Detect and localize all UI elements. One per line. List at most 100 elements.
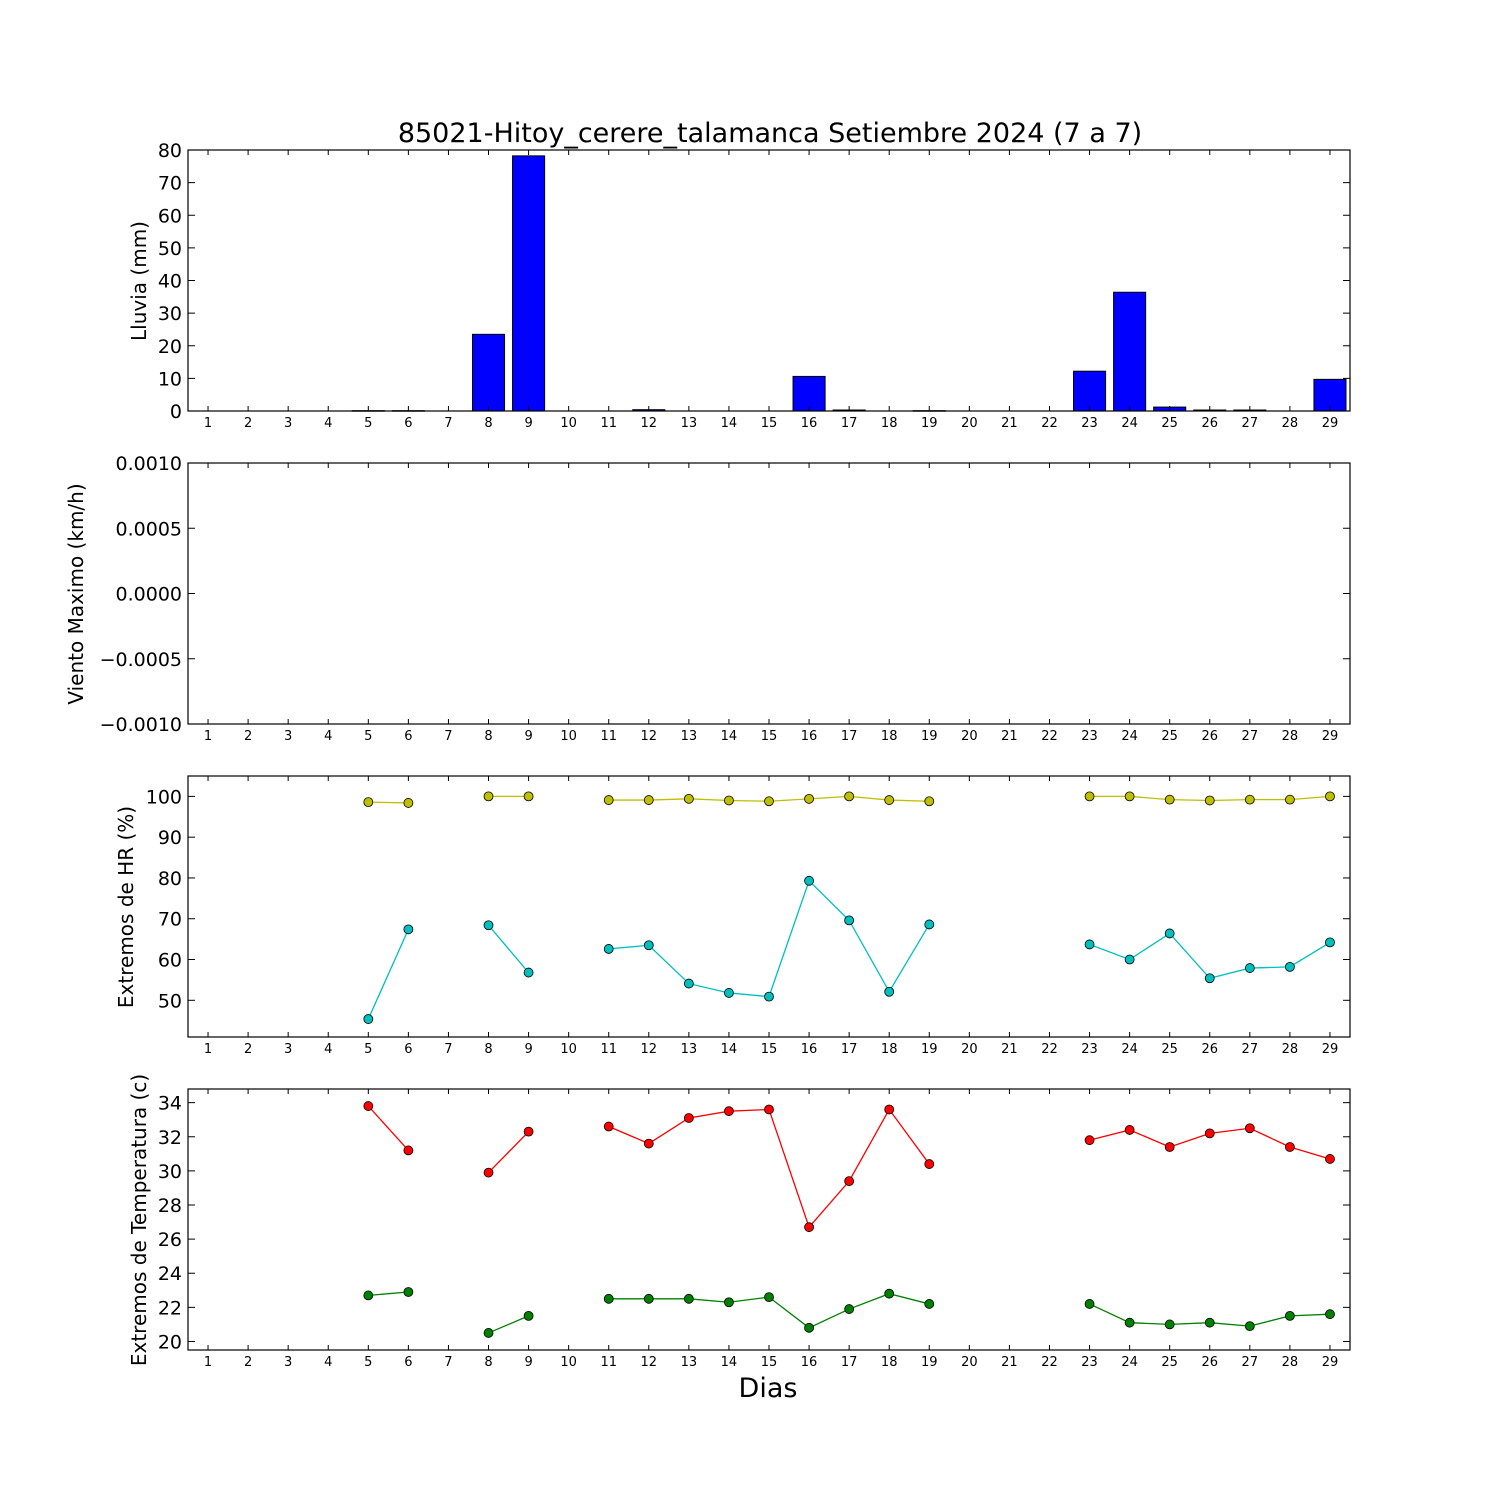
y-tick-label: 10 [158, 368, 182, 390]
y-tick-label: 60 [158, 205, 182, 227]
series-1-point-day-9 [523, 1310, 534, 1321]
rain-bar-day-16 [792, 375, 826, 412]
x-tick-label-9: 9 [524, 729, 532, 744]
series-1-point-day-15 [764, 1292, 774, 1303]
rain-bar-day-24 [1113, 291, 1147, 412]
x-tick-label-23: 23 [1081, 1355, 1098, 1370]
series-1-point-day-16 [804, 875, 814, 886]
series-1-point-day-5 [363, 1290, 374, 1301]
x-tick-label-21: 21 [1001, 729, 1018, 744]
x-tick-label-7: 7 [444, 1042, 452, 1057]
x-tick-label-3: 3 [284, 416, 292, 431]
chart-title: 85021-Hitoy_cerere_talamanca Setiembre 2… [398, 118, 1142, 149]
series-1-point-day-28 [1284, 1310, 1295, 1321]
series-0-line-segment-0 [367, 1105, 409, 1151]
x-tick-label-5: 5 [364, 416, 372, 431]
x-tick-label-29: 29 [1322, 729, 1339, 744]
y-tick-label: 50 [158, 990, 182, 1012]
series-1-point-day-23 [1084, 939, 1095, 950]
series-0-point-day-19 [924, 796, 935, 807]
series-0-point-day-15 [764, 1104, 774, 1115]
series-0-point-day-14 [724, 795, 734, 806]
x-tick-label-8: 8 [484, 1042, 492, 1057]
x-tick-label-1: 1 [204, 416, 212, 431]
series-1-point-day-12 [643, 1293, 654, 1304]
x-tick-label-18: 18 [881, 1355, 898, 1370]
series-0-point-day-25 [1164, 794, 1175, 805]
y-tick-label: 28 [158, 1195, 182, 1217]
series-1-point-day-29 [1325, 1309, 1335, 1320]
x-tick-label-22: 22 [1041, 1355, 1058, 1370]
series-0-point-day-26 [1204, 795, 1215, 806]
series-0-line-segment-0 [368, 801, 409, 804]
series-1-point-day-5 [363, 1014, 374, 1024]
series-1-point-day-14 [724, 1297, 734, 1308]
x-tick-label-5: 5 [364, 1042, 372, 1057]
x-tick-label-5: 5 [364, 729, 372, 744]
x-tick-label-12: 12 [641, 729, 658, 744]
ylabel-temperature: Extremos de Temperatura (c) [127, 1074, 151, 1366]
x-tick-label-24: 24 [1121, 1355, 1138, 1370]
series-1-point-day-28 [1284, 961, 1295, 972]
series-1-point-day-12 [643, 940, 654, 951]
series-1-point-day-6 [403, 1287, 414, 1297]
series-0-point-day-24 [1124, 1125, 1135, 1135]
x-tick-label-6: 6 [404, 1042, 412, 1057]
series-0-point-day-5 [363, 1101, 374, 1111]
x-tick-label-15: 15 [761, 416, 778, 431]
x-tick-label-20: 20 [961, 416, 978, 431]
x-tick-label-2: 2 [244, 1042, 252, 1057]
y-tick-label: 40 [158, 271, 182, 293]
series-1-point-day-9 [523, 967, 534, 978]
rain-bar-day-9 [512, 155, 546, 412]
x-tick-label-27: 27 [1242, 729, 1259, 744]
series-1-point-day-13 [683, 1293, 694, 1304]
series-0-point-day-26 [1204, 1128, 1215, 1139]
series-1-line-segment-0 [367, 929, 409, 1020]
x-tick-label-11: 11 [600, 1042, 617, 1057]
x-tick-label-7: 7 [444, 416, 452, 431]
y-tick-label: 50 [158, 238, 182, 260]
ylabel-wind: Viento Maximo (km/h) [64, 483, 88, 704]
x-tick-label-23: 23 [1081, 1042, 1098, 1057]
series-1-point-day-11 [603, 1293, 614, 1304]
x-tick-label-16: 16 [801, 416, 818, 431]
x-tick-label-11: 11 [600, 729, 617, 744]
y-tick-label: 26 [158, 1229, 182, 1251]
series-1-point-day-23 [1084, 1299, 1095, 1309]
x-tick-label-24: 24 [1121, 1042, 1138, 1057]
series-0-point-day-29 [1325, 1154, 1335, 1164]
y-tick-label: 0 [170, 401, 182, 423]
series-1-point-day-19 [924, 1299, 935, 1309]
x-tick-label-13: 13 [681, 1355, 698, 1370]
series-0-point-day-8 [483, 791, 494, 802]
series-1-point-day-25 [1164, 1319, 1175, 1330]
series-1-point-day-27 [1244, 963, 1255, 973]
x-tick-label-4: 4 [324, 1355, 332, 1370]
y-tick-label: 70 [158, 173, 182, 195]
x-tick-label-26: 26 [1201, 1042, 1218, 1057]
y-tick-label: 22 [158, 1297, 182, 1319]
x-tick-label-19: 19 [921, 729, 938, 744]
series-0-point-day-19 [924, 1159, 935, 1169]
x-tick-label-27: 27 [1242, 1042, 1259, 1057]
y-tick-label: −0.0010 [100, 714, 182, 736]
x-tick-label-4: 4 [324, 729, 332, 744]
x-tick-label-15: 15 [761, 729, 778, 744]
x-tick-label-20: 20 [961, 729, 978, 744]
x-tick-label-9: 9 [524, 1355, 532, 1370]
x-tick-label-26: 26 [1201, 729, 1218, 744]
series-0-point-day-12 [643, 795, 654, 805]
series-1-point-day-18 [884, 1288, 895, 1299]
series-1-point-day-13 [683, 978, 694, 989]
x-tick-label-23: 23 [1081, 729, 1098, 744]
y-tick-label: 60 [158, 950, 182, 972]
series-0-point-day-18 [884, 1104, 895, 1115]
x-tick-label-4: 4 [324, 416, 332, 431]
x-tick-label-28: 28 [1282, 1042, 1299, 1057]
x-tick-label-1: 1 [204, 1042, 212, 1057]
x-tick-label-21: 21 [1001, 1042, 1018, 1057]
x-tick-label-6: 6 [404, 729, 412, 744]
x-tick-label-10: 10 [560, 729, 577, 744]
